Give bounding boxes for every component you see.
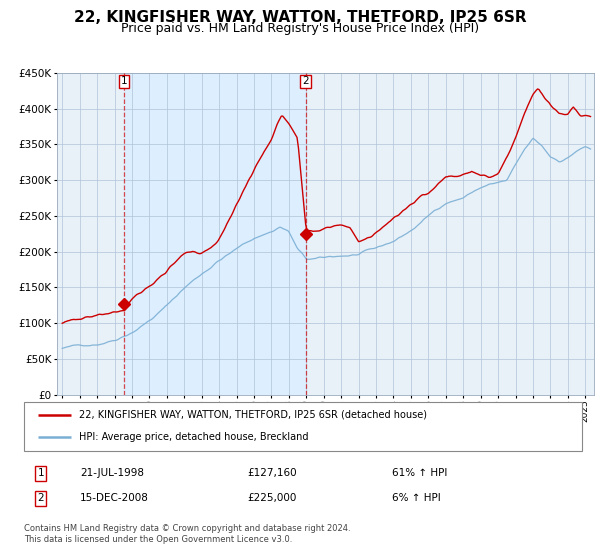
- Text: 2: 2: [302, 76, 309, 86]
- Text: Price paid vs. HM Land Registry's House Price Index (HPI): Price paid vs. HM Land Registry's House …: [121, 22, 479, 35]
- Text: 1: 1: [121, 76, 127, 86]
- Text: 6% ↑ HPI: 6% ↑ HPI: [392, 493, 441, 503]
- Bar: [124, 73, 305, 395]
- Text: Contains HM Land Registry data © Crown copyright and database right 2024.: Contains HM Land Registry data © Crown c…: [24, 524, 350, 533]
- Text: 21-JUL-1998: 21-JUL-1998: [80, 469, 144, 478]
- Text: 1: 1: [37, 469, 44, 478]
- Text: 22, KINGFISHER WAY, WATTON, THETFORD, IP25 6SR (detached house): 22, KINGFISHER WAY, WATTON, THETFORD, IP…: [79, 410, 427, 420]
- Text: 61% ↑ HPI: 61% ↑ HPI: [392, 469, 448, 478]
- Text: 15-DEC-2008: 15-DEC-2008: [80, 493, 149, 503]
- Text: HPI: Average price, detached house, Breckland: HPI: Average price, detached house, Brec…: [79, 432, 308, 442]
- Text: 22, KINGFISHER WAY, WATTON, THETFORD, IP25 6SR: 22, KINGFISHER WAY, WATTON, THETFORD, IP…: [74, 10, 526, 25]
- Text: This data is licensed under the Open Government Licence v3.0.: This data is licensed under the Open Gov…: [24, 535, 292, 544]
- Text: 2: 2: [37, 493, 44, 503]
- Text: £127,160: £127,160: [247, 469, 297, 478]
- Text: £225,000: £225,000: [247, 493, 296, 503]
- FancyBboxPatch shape: [24, 402, 582, 451]
